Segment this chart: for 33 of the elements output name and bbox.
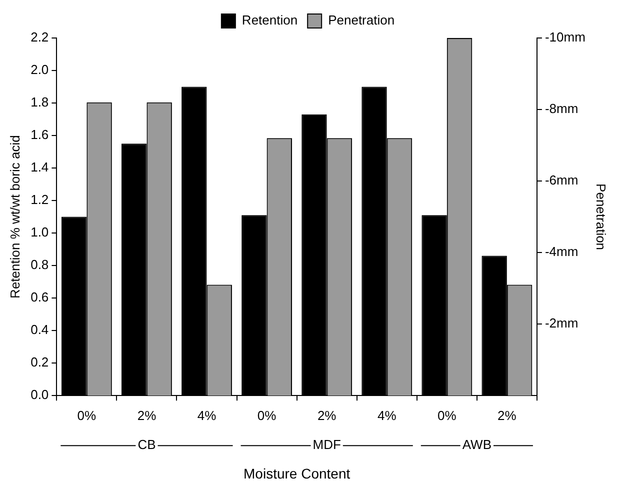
y-tick-label: 1.8 [30,94,49,110]
y-tick-label: 2.0 [30,62,49,78]
y-tick-label: 0.2 [30,354,49,370]
y2-tick-label: -6mm [544,172,578,188]
x-tick-label: 0% [77,408,97,423]
y-tick-label: 0.8 [30,257,49,272]
x-tick-label: 4% [377,408,397,423]
y-tick-label: 1.2 [30,192,49,208]
y2-tick-label: -4mm [544,244,578,260]
x-axis-title: Moisture Content [244,465,350,482]
x-tick-label: 4% [197,408,217,423]
y-tick-label: 1.0 [30,224,49,240]
x-tick-label: 2% [498,408,517,423]
text: AWB [462,437,492,452]
y-tick-label: 0.6 [30,290,49,305]
y2-axis-title: Penetration [594,184,609,250]
x-tick-label: 2% [317,408,337,423]
text: CB [138,437,156,452]
x-tick-label: 0% [438,408,457,423]
y-tick-label: 0.0 [30,387,49,402]
legend-label: Retention [242,12,298,28]
y-tick-label: 2.2 [30,30,49,45]
y2-tick-label: -2mm [544,316,578,331]
y-tick-label: 0.4 [30,322,49,338]
legend-label: Penetration [328,12,395,28]
y-tick-label: 1.6 [30,127,49,142]
y2-tick-label: -10mm [544,30,586,45]
y-axis-title: Retention % wt/wt boric acid [7,135,22,298]
y-tick-label: 1.4 [30,160,49,175]
y2-tick-label: -8mm [544,101,578,116]
x-tick-label: 2% [137,408,157,423]
x-tick-label: 0% [257,408,277,423]
text: MDF [312,437,341,452]
